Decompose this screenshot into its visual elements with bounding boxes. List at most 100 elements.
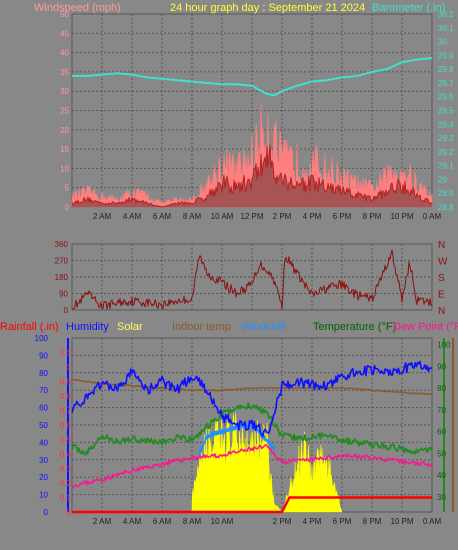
humidity-tick-label: 60 — [39, 404, 48, 413]
climate-x-tick-label: 0 AM — [423, 517, 442, 526]
wind-x-tick-label: 0 AM — [423, 212, 442, 221]
wind-x-tick-label: 10 AM — [211, 212, 234, 221]
humidity-tick-label: 20 — [39, 473, 48, 482]
barometer-tick-label: 29.3 — [438, 134, 454, 143]
direction-compass-label: N — [438, 240, 445, 251]
barometer-tick-label: 28.8 — [438, 203, 454, 212]
legend-rainfall: Rainfall (.in) — [0, 321, 59, 333]
rain-tick-label: 0.9 — [60, 378, 72, 387]
temperature-tick-label: 70 — [437, 406, 446, 415]
wind-x-tick-label: 4 PM — [303, 212, 322, 221]
wind-x-tick-label: 2 PM — [273, 212, 292, 221]
humidity-tick-label: 100 — [35, 334, 49, 343]
rain-tick-label: 0.2 — [60, 479, 72, 488]
barometer-tick-label: 29.6 — [438, 93, 454, 102]
wind-tick-label: 25 — [60, 107, 69, 116]
barometer-tick-label: 29.2 — [438, 148, 454, 157]
rain-tick-label: 0 — [67, 508, 72, 517]
humidity-tick-label: 50 — [39, 421, 48, 430]
climate-x-tick-label: 2 AM — [93, 517, 112, 526]
wind-tick-label: 20 — [60, 126, 69, 135]
wind-x-tick-label: 6 AM — [153, 212, 172, 221]
wind-x-tick-label: 2 AM — [93, 212, 112, 221]
humidity-tick-label: 0 — [44, 508, 49, 517]
dew-point-line — [71, 444, 433, 489]
climate-x-tick-label: 4 PM — [303, 517, 322, 526]
rain-tick-label: 0.3 — [60, 465, 72, 474]
wind-tick-label: 30 — [60, 87, 69, 96]
legend-dewpoint: Dew Point (°F — [393, 321, 458, 333]
wind-x-tick-label: 12 PM — [240, 212, 263, 221]
windchill-line — [198, 422, 276, 456]
humidity-tick-label: 80 — [39, 369, 48, 378]
wind-tick-label: 40 — [60, 49, 69, 58]
barometer-tick-label: 30 — [438, 38, 447, 47]
barometer-tick-label: 29.9 — [438, 51, 454, 60]
rain-tick-label: 0.4 — [60, 450, 72, 459]
barometer-tick-label: 29 — [438, 175, 447, 184]
direction-compass-label: N — [438, 306, 445, 317]
legend-temperature: Temperature (°F) — [313, 321, 396, 333]
rain-tick-label: 1.1 — [60, 349, 72, 358]
direction-tick-label: 180 — [55, 273, 69, 282]
barometer-tick-label: 29.7 — [438, 79, 454, 88]
direction-compass-label: E — [438, 290, 445, 301]
rain-tick-label: 0.1 — [60, 494, 72, 503]
barometer-tick-label: 29.5 — [438, 107, 454, 116]
legend-indoor-temp: Indoor temp — [172, 321, 231, 333]
direction-tick-label: 270 — [55, 257, 69, 266]
direction-tick-label: 90 — [59, 290, 68, 299]
wind-average-line — [71, 144, 433, 208]
temperature-tick-label: 60 — [437, 428, 446, 437]
humidity-tick-label: 10 — [39, 491, 48, 500]
temperature-tick-label: 30 — [437, 493, 446, 502]
legend-humidity: Humidity — [66, 321, 109, 333]
climate-x-tick-label: 8 AM — [183, 517, 202, 526]
wind-tick-label: 45 — [60, 29, 69, 38]
graph-date-title: 24 hour graph day : September 21 2024 — [170, 2, 365, 14]
temperature-tick-label: 50 — [437, 449, 446, 458]
humidity-tick-label: 40 — [39, 438, 48, 447]
humidity-tick-label: 30 — [39, 456, 48, 465]
temperature-tick-label: 40 — [437, 471, 446, 480]
barometer-line — [72, 57, 433, 97]
humidity-line — [71, 360, 433, 438]
wind-x-tick-label: 10 PM — [390, 212, 413, 221]
direction-compass-label: W — [438, 257, 448, 268]
wind-x-tick-label: 4 AM — [123, 212, 142, 221]
wind-tick-label: 0 — [65, 203, 70, 212]
climate-x-tick-label: 10 PM — [390, 517, 413, 526]
wind-tick-label: 5 — [65, 184, 70, 193]
barometer-tick-label: 29.4 — [438, 120, 454, 129]
wind-x-tick-label: 8 PM — [363, 212, 382, 221]
temperature-tick-label: 80 — [437, 384, 446, 393]
temperature-tick-label: 100 — [437, 341, 451, 350]
climate-x-tick-label: 8 PM — [363, 517, 382, 526]
barometer-tick-label: 28.9 — [438, 189, 454, 198]
wind-direction-line — [71, 249, 433, 310]
temperature-tick-label: 90 — [437, 362, 446, 371]
humidity-tick-label: 90 — [39, 351, 48, 360]
rain-tick-label: 0.5 — [60, 436, 72, 445]
barometer-tick-label: 29.1 — [438, 162, 454, 171]
rain-tick-label: 0.8 — [60, 392, 72, 401]
direction-tick-label: 360 — [55, 240, 69, 249]
rain-tick-label: 1 — [67, 363, 72, 372]
barometer-tick-label: 29.8 — [438, 65, 454, 74]
climate-x-tick-label: 10 AM — [211, 517, 234, 526]
windspeed-axis-title: Windspeed (mph) — [34, 2, 121, 14]
climate-x-tick-label: 6 AM — [153, 517, 172, 526]
rainfall-line — [72, 496, 432, 514]
rain-tick-label: 0.7 — [60, 407, 72, 416]
climate-x-tick-label: 2 PM — [273, 517, 292, 526]
wind-tick-label: 35 — [60, 68, 69, 77]
barometer-axis-title: Barometer (.in) — [372, 2, 445, 14]
direction-compass-label: S — [438, 273, 445, 284]
direction-tick-label: 0 — [64, 306, 69, 315]
temperature-line — [71, 402, 433, 456]
wind-average-area — [72, 144, 432, 207]
legend-solar: Solar — [117, 321, 143, 333]
wind-tick-label: 10 — [60, 164, 69, 173]
wind-tick-label: 50 — [60, 10, 69, 19]
